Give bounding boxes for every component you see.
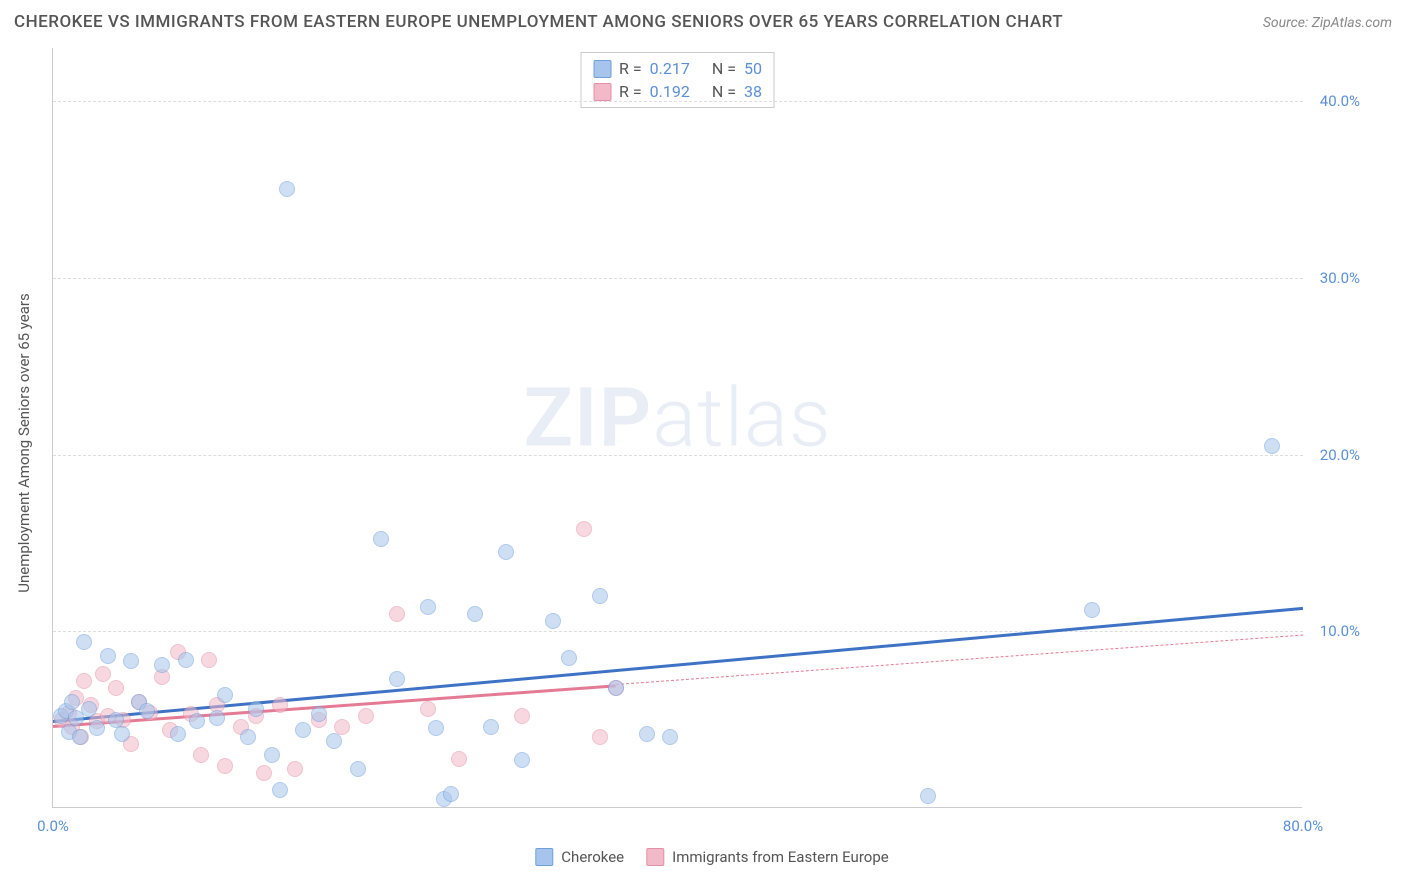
stat-n-label: N = — [712, 82, 736, 101]
x-tick-label: 80.0% — [1283, 817, 1323, 835]
stat-n-value: 38 — [744, 82, 762, 101]
data-point — [217, 687, 233, 703]
data-point — [514, 708, 530, 724]
y-tick-label: 10.0% — [1320, 622, 1360, 640]
x-tick-label: 0.0% — [37, 817, 69, 835]
stat-r-label: R = — [619, 82, 642, 101]
data-point — [217, 758, 233, 774]
series-legend: Cherokee Immigrants from Eastern Europe — [535, 848, 888, 866]
gridline — [53, 455, 1303, 456]
y-tick-label: 40.0% — [1320, 92, 1360, 110]
data-point — [193, 747, 209, 763]
data-point — [1264, 438, 1280, 454]
data-point — [389, 606, 405, 622]
plot-container: Unemployment Among Seniors over 65 years… — [52, 48, 1372, 838]
data-point — [89, 720, 105, 736]
legend-item: Immigrants from Eastern Europe — [646, 848, 889, 866]
data-point — [639, 726, 655, 742]
data-point — [76, 634, 92, 650]
data-point — [1084, 602, 1100, 618]
data-point — [100, 648, 116, 664]
stat-n-label: N = — [712, 59, 736, 78]
watermark: ZIPatlas — [523, 370, 831, 466]
data-point — [498, 544, 514, 560]
trend-line — [53, 607, 1303, 723]
data-point — [295, 722, 311, 738]
legend-label: Cherokee — [561, 848, 624, 866]
legend-swatch — [646, 848, 664, 866]
data-point — [139, 703, 155, 719]
legend-item: Cherokee — [535, 848, 624, 866]
data-point — [428, 720, 444, 736]
data-point — [483, 719, 499, 735]
watermark-bold: ZIP — [523, 370, 652, 466]
data-point — [178, 652, 194, 668]
data-point — [420, 701, 436, 717]
data-point — [170, 726, 186, 742]
data-point — [64, 694, 80, 710]
legend-swatch — [593, 83, 611, 101]
gridline — [53, 101, 1303, 102]
data-point — [326, 733, 342, 749]
source-label: Source: ZipAtlas.com — [1263, 15, 1392, 31]
data-point — [576, 521, 592, 537]
data-point — [287, 761, 303, 777]
data-point — [561, 650, 577, 666]
data-point — [545, 613, 561, 629]
data-point — [311, 706, 327, 722]
chart-title: CHEROKEE VS IMMIGRANTS FROM EASTERN EURO… — [14, 12, 1063, 32]
gridline — [53, 278, 1303, 279]
stats-row: R = 0.192 N = 38 — [593, 80, 762, 103]
data-point — [389, 671, 405, 687]
data-point — [123, 653, 139, 669]
data-point — [451, 751, 467, 767]
data-point — [279, 181, 295, 197]
stat-r-value: 0.192 — [650, 82, 690, 101]
legend-swatch — [593, 60, 611, 78]
data-point — [443, 786, 459, 802]
stats-legend: R = 0.217 N = 50 R = 0.192 N = 38 — [580, 52, 775, 108]
data-point — [920, 788, 936, 804]
data-point — [248, 701, 264, 717]
data-point — [662, 729, 678, 745]
y-tick-label: 30.0% — [1320, 269, 1360, 287]
data-point — [350, 761, 366, 777]
data-point — [358, 708, 374, 724]
watermark-light: atlas — [652, 370, 831, 466]
data-point — [592, 588, 608, 604]
data-point — [76, 673, 92, 689]
data-point — [95, 666, 111, 682]
stat-r-label: R = — [619, 59, 642, 78]
gridline — [53, 631, 1303, 632]
data-point — [256, 765, 272, 781]
legend-label: Immigrants from Eastern Europe — [672, 848, 889, 866]
data-point — [209, 710, 225, 726]
data-point — [264, 747, 280, 763]
legend-swatch — [535, 848, 553, 866]
data-point — [272, 782, 288, 798]
data-point — [114, 726, 130, 742]
data-point — [467, 606, 483, 622]
stats-row: R = 0.217 N = 50 — [593, 57, 762, 80]
y-tick-label: 20.0% — [1320, 446, 1360, 464]
stat-n-value: 50 — [744, 59, 762, 78]
data-point — [272, 697, 288, 713]
plot-area: ZIPatlas R =0.217N =50R =0.192N =38 10.0… — [52, 48, 1302, 808]
data-point — [592, 729, 608, 745]
data-point — [240, 729, 256, 745]
data-point — [81, 701, 97, 717]
stat-r-value: 0.217 — [650, 59, 690, 78]
data-point — [201, 652, 217, 668]
data-point — [154, 657, 170, 673]
data-point — [72, 729, 88, 745]
data-point — [420, 599, 436, 615]
data-point — [514, 752, 530, 768]
data-point — [108, 680, 124, 696]
data-point — [608, 680, 624, 696]
y-axis-label: Unemployment Among Seniors over 65 years — [15, 293, 33, 592]
data-point — [189, 713, 205, 729]
data-point — [373, 531, 389, 547]
